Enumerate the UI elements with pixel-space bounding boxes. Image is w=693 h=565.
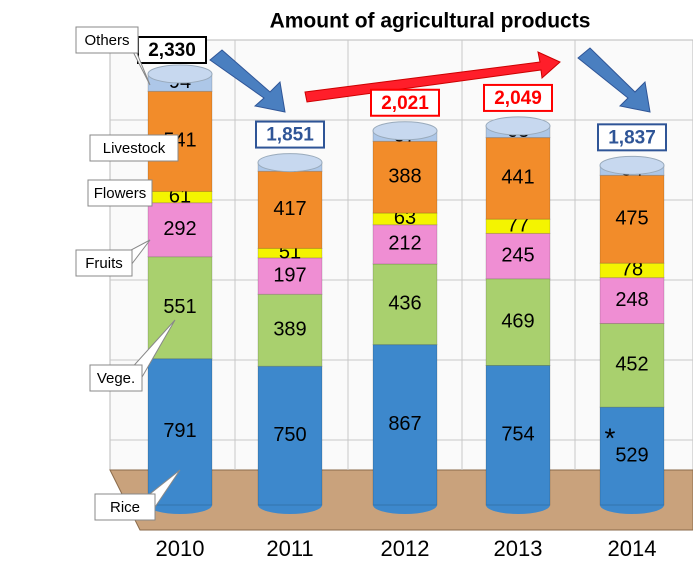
legend-box	[87, 179, 153, 207]
segment-label: 469	[501, 310, 534, 332]
segment	[485, 365, 551, 506]
legend-label: Rice	[110, 499, 140, 516]
legend-label: Fruits	[85, 255, 123, 272]
segment-label: 436	[388, 293, 421, 315]
segment-label: 417	[273, 198, 306, 220]
legend-box	[89, 134, 179, 162]
total-box	[483, 83, 553, 112]
total-label: 1,837	[608, 127, 656, 148]
cylinder-top	[372, 121, 438, 141]
segment-label: 78	[621, 259, 643, 281]
segment	[485, 218, 551, 234]
total-label: 1,851	[266, 125, 314, 146]
segment-label: 791	[163, 420, 196, 442]
x-tick-label: 2013	[494, 536, 543, 561]
segment-label: 750	[273, 424, 306, 446]
annotation: *	[605, 422, 616, 453]
segment	[372, 140, 438, 214]
segment-label: 867	[388, 413, 421, 435]
segment	[147, 358, 213, 506]
x-tick-label: 2011	[266, 536, 313, 561]
total-label: 2,049	[494, 88, 542, 109]
segment-label: 292	[163, 218, 196, 240]
segment	[372, 224, 438, 265]
legend-label: Flowers	[94, 185, 147, 202]
arrows	[209, 47, 651, 113]
cylinder-top	[257, 153, 323, 173]
total-box	[137, 36, 207, 64]
segment	[485, 278, 551, 367]
legend-label: Livestock	[103, 140, 166, 157]
legend-label: Others	[84, 32, 129, 49]
segment	[599, 277, 665, 325]
segment-label: 77	[507, 215, 529, 237]
total-box	[370, 88, 440, 117]
segment-label: 389	[273, 319, 306, 341]
total-label: 2,021	[381, 93, 429, 114]
cylinder-top	[147, 64, 213, 84]
segment-label: 212	[388, 233, 421, 255]
segment	[599, 323, 665, 408]
segment-label: 441	[501, 167, 534, 189]
legend-box	[89, 364, 143, 392]
x-tick-label: 2012	[381, 536, 430, 561]
segment-label: 452	[615, 354, 648, 376]
x-tick-label: 2010	[156, 536, 205, 561]
segment	[599, 406, 665, 506]
cylinder-top	[599, 155, 665, 175]
segment	[372, 344, 438, 506]
segment	[485, 137, 551, 220]
legend-label: Vege.	[97, 370, 135, 387]
segment-label: 245	[501, 244, 534, 266]
legend-box	[75, 26, 139, 54]
segment-label: 388	[388, 165, 421, 187]
legend-box	[94, 493, 156, 521]
segment-label: 754	[501, 424, 534, 446]
segment-label: 197	[273, 264, 306, 286]
chart-title: Amount of agricultural products	[270, 10, 591, 33]
segment	[257, 365, 323, 506]
segment	[372, 263, 438, 346]
x-tick-label: 2014	[608, 536, 657, 561]
segment	[485, 232, 551, 280]
segment-label: 529	[615, 444, 648, 466]
segment	[372, 212, 438, 226]
total-box	[597, 123, 667, 152]
segment	[599, 174, 665, 264]
cylinder-top	[485, 116, 551, 136]
total-box	[255, 120, 325, 149]
total-label: 2,330	[148, 40, 196, 61]
segment-label: 551	[163, 296, 196, 318]
segment-label: 475	[615, 208, 648, 230]
legend-box	[75, 249, 133, 277]
segment	[257, 170, 323, 249]
segment-label: 248	[615, 289, 648, 311]
segment	[257, 257, 323, 295]
segment	[257, 293, 323, 367]
